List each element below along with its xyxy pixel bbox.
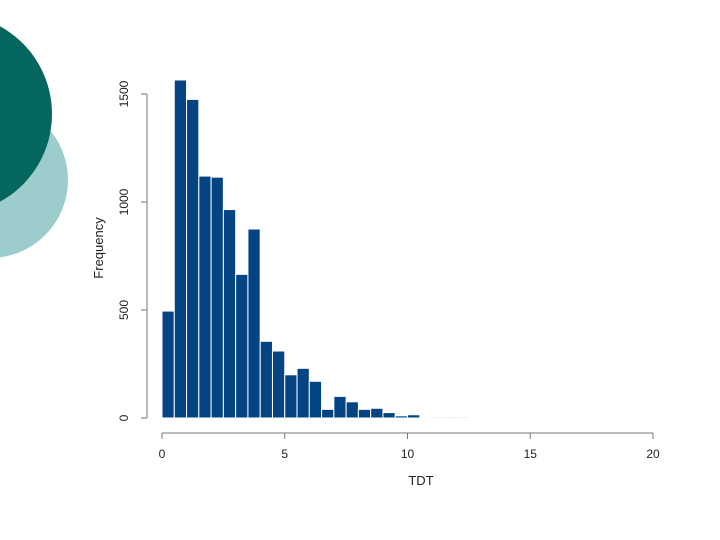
histogram-bar: [333, 395, 347, 419]
x-tick-label: 0: [159, 447, 166, 461]
y-tick-label: 0: [117, 414, 131, 421]
y-tick-label: 1000: [117, 188, 131, 215]
histogram-bar: [382, 412, 396, 419]
histogram-bar: [443, 416, 458, 419]
histogram-bar: [321, 408, 335, 419]
histogram-bar: [394, 415, 409, 419]
x-tick-label: 10: [401, 447, 415, 461]
histogram-bars: [161, 79, 470, 419]
histogram-bar: [370, 407, 384, 419]
histogram-bar: [247, 228, 261, 419]
histogram-bar: [235, 273, 249, 419]
histogram-bar: [296, 367, 310, 419]
x-axis: 0 5 10 15 20: [159, 432, 660, 461]
histogram-bar: [173, 79, 188, 419]
y-axis: 0 500 1000 1500: [117, 80, 148, 421]
y-tick-label: 500: [117, 300, 131, 320]
histogram-bar: [284, 374, 298, 419]
histogram-bar: [308, 380, 323, 419]
histogram-bar: [407, 414, 421, 419]
x-axis-title: TDT: [408, 473, 433, 488]
histogram-bar: [431, 416, 445, 419]
histogram-bar: [222, 209, 237, 419]
x-tick-label: 20: [646, 447, 660, 461]
histogram-bar: [357, 408, 372, 419]
histogram-bar: [198, 175, 212, 419]
histogram-bar: [345, 401, 359, 419]
histogram-bar: [259, 340, 273, 419]
histogram-bar: [161, 310, 175, 419]
x-tick-label: 15: [524, 447, 538, 461]
x-tick-label: 5: [281, 447, 288, 461]
histogram-bar: [186, 98, 200, 419]
histogram-bar: [210, 176, 224, 419]
y-tick-label: 1500: [117, 80, 131, 107]
dark-teal-circle: [0, 26, 52, 202]
histogram-bar: [271, 350, 286, 419]
histogram-bar: [456, 416, 470, 419]
y-axis-title: Frequency: [91, 217, 106, 279]
